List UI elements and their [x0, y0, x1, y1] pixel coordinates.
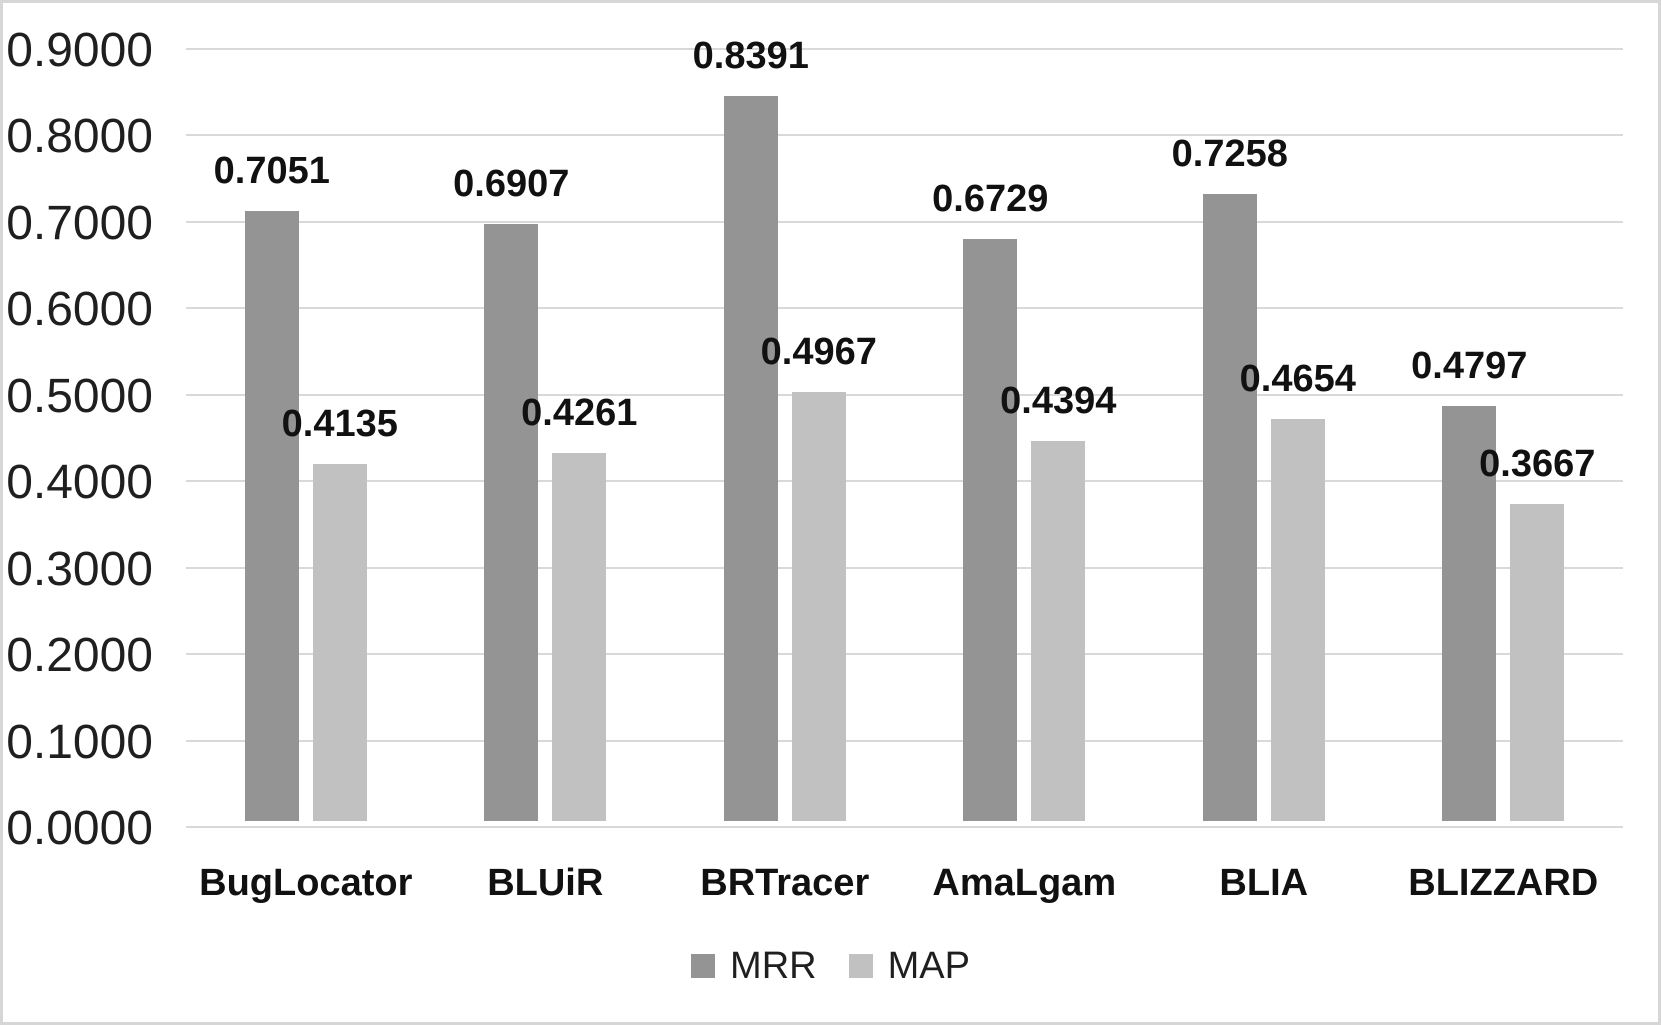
gridline	[186, 826, 1623, 828]
legend-entry-map: MAP	[848, 945, 970, 987]
category-label-blizzard: BLIZZARD	[1408, 862, 1599, 904]
category-label-bluir: BLUiR	[487, 862, 604, 904]
bar-map-bluir	[552, 452, 607, 821]
y-axis-tick-label: 0.8000	[6, 110, 153, 164]
gridline	[186, 48, 1623, 50]
bar-map-brtracer	[791, 391, 846, 821]
bar-map-buglocator	[312, 463, 367, 821]
mrr-series-swatch-icon	[691, 954, 716, 978]
bar-mrr-brtracer	[723, 95, 778, 821]
gridline	[186, 393, 1623, 396]
legend: MRR MAP	[3, 941, 1658, 991]
legend-label-map: MAP	[887, 945, 970, 987]
value-label-map-bluir: 0.4261	[521, 391, 638, 434]
bar-mrr-buglocator	[244, 211, 299, 821]
y-axis-tick-label: 0.3000	[6, 542, 153, 596]
legend-entry-mrr: MRR	[691, 945, 817, 987]
bar-map-blizzard	[1510, 504, 1565, 821]
bar-mrr-amalgam	[963, 239, 1018, 821]
gridline	[186, 739, 1623, 742]
legend-label-mrr: MRR	[730, 945, 817, 987]
value-label-mrr-bluir: 0.6907	[453, 162, 570, 205]
gridline	[186, 653, 1623, 656]
value-label-mrr-blizzard: 0.4797	[1411, 345, 1528, 388]
category-label-blia: BLIA	[1219, 862, 1309, 904]
map-series-swatch-icon	[848, 954, 873, 978]
y-axis-tick-label: 0.0000	[6, 802, 153, 855]
gridline	[186, 566, 1623, 569]
value-label-map-blizzard: 0.3667	[1479, 443, 1596, 486]
bar-map-amalgam	[1031, 441, 1086, 821]
y-axis-tick-label: 0.9000	[6, 24, 153, 77]
value-label-map-brtracer: 0.4967	[760, 330, 877, 373]
value-label-map-buglocator: 0.4135	[281, 402, 398, 445]
bar-mrr-blia	[1202, 193, 1257, 821]
value-label-mrr-buglocator: 0.7051	[213, 150, 330, 193]
bar-map-blia	[1270, 418, 1325, 821]
y-axis-tick-label: 0.5000	[6, 369, 153, 423]
y-axis-tick-label: 0.6000	[6, 283, 153, 337]
y-axis-tick-label: 0.1000	[6, 715, 153, 769]
value-label-mrr-brtracer: 0.8391	[692, 34, 809, 77]
y-axis-tick-label: 0.7000	[6, 196, 153, 250]
value-label-map-blia: 0.4654	[1239, 357, 1356, 400]
y-axis-tick-label: 0.4000	[6, 456, 153, 510]
gridline	[186, 220, 1623, 223]
bar-mrr-bluir	[484, 223, 539, 821]
value-label-mrr-blia: 0.7258	[1171, 132, 1288, 175]
value-label-mrr-amalgam: 0.6729	[932, 178, 1049, 221]
category-label-buglocator: BugLocator	[199, 862, 413, 904]
category-label-brtracer: BRTracer	[700, 862, 870, 904]
y-axis-tick-label: 0.2000	[6, 629, 153, 683]
gridline	[186, 307, 1623, 310]
bar-mrr-blizzard	[1442, 406, 1497, 821]
gridline	[186, 134, 1623, 137]
value-label-map-amalgam: 0.4394	[1000, 380, 1117, 423]
gridline	[186, 480, 1623, 483]
category-label-amalgam: AmaLgam	[932, 862, 1117, 904]
